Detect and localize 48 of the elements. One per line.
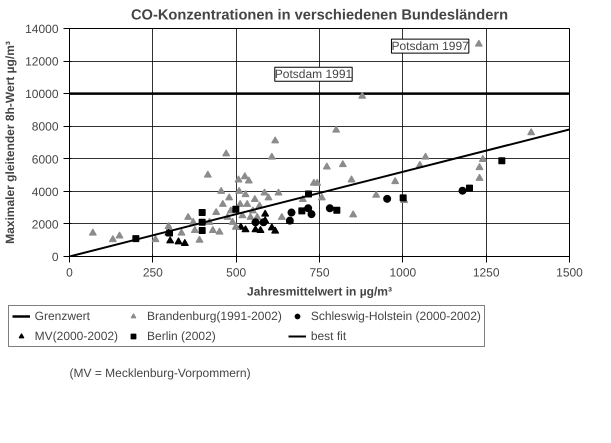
point [180,238,189,246]
point [466,184,473,192]
y-tick-label: 0 [52,250,59,264]
point [252,218,260,226]
text: (MV = Mecklenburg-Vorpommern) [70,366,251,380]
x-axis-title: Jahresmittelwert in µg/m³ [247,284,392,298]
point [198,209,206,216]
point [232,206,240,213]
x-tick-label: 250 [142,266,164,280]
point [498,157,506,164]
x-tick-label: 1000 [389,266,417,280]
legend-label: Schleswig-Holstein (2000-2002) [310,309,481,323]
point [260,218,268,226]
point [326,204,334,212]
point [242,225,250,232]
point [458,186,466,195]
point [308,210,316,218]
point [174,237,182,244]
point [166,236,174,244]
x-tick-label: 0 [66,266,74,280]
x-tick-label: 1250 [472,266,500,280]
point [288,208,296,217]
point [256,226,264,233]
x-tick-label: 750 [309,266,330,280]
point [304,204,312,212]
annotation: Potsdam 1997 [391,39,470,54]
chart-title: CO-Konzentrationen in verschiedenen Bundesländern [130,8,508,24]
y-tick-label: 4000 [32,184,59,199]
legend-label: best fit [310,329,346,343]
y-tick-label: 8000 [32,120,59,134]
y-tick-label: 2000 [32,217,59,232]
legend-label: Berlin (2002) [147,329,216,343]
y-axis-title: Maximaler gleitender 8h-Wert µg/m³ [3,41,18,244]
point [261,210,270,217]
point [271,226,280,234]
point [198,226,206,234]
y-tick-label: 10000 [25,87,59,102]
legend-label: Brandenburg(1991-2002) [147,309,282,323]
y-tick-label: 14000 [25,22,59,36]
legend-label: Grenzwert [34,309,90,323]
point [383,194,392,203]
point [333,206,340,214]
x-tick-label: 1500 [556,266,584,280]
y-tick-label: 6000 [32,152,59,166]
point [298,207,306,214]
y-tick-label: 12000 [25,54,59,69]
legend-label: MV(2000-2002) [34,329,118,343]
x-tick-label: 500 [226,266,247,280]
